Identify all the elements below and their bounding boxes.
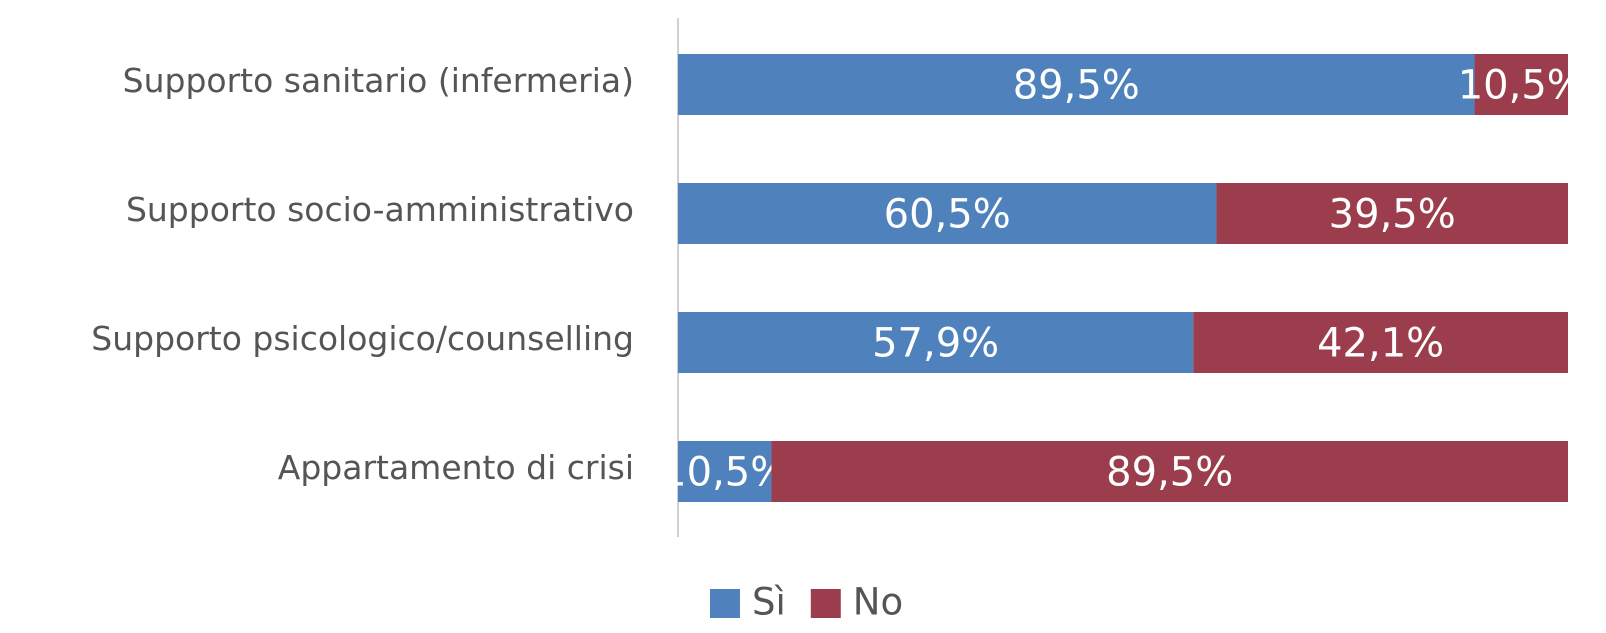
category-label: Supporto socio-amministrativo (126, 190, 634, 229)
category-label: Appartamento di crisi (278, 448, 634, 487)
category-label: Supporto psicologico/counselling (91, 319, 634, 358)
value-label: 10,5% (1458, 63, 1585, 109)
bar-segment (678, 54, 1475, 115)
legend-label: Sì (752, 581, 786, 624)
legend-swatch (810, 589, 841, 618)
bar-segment (678, 441, 772, 502)
value-label: 60,5% (884, 192, 1011, 238)
value-label: 39,5% (1329, 192, 1456, 238)
bar-segment (1216, 183, 1568, 244)
value-label: 42,1% (1317, 321, 1444, 367)
bar-segment (771, 441, 1568, 502)
category-label: Supporto sanitario (infermeria) (123, 61, 634, 100)
legend-label: No (853, 581, 903, 624)
bar-segment (678, 183, 1217, 244)
legend-swatch (710, 589, 740, 618)
value-label: 89,5% (1013, 63, 1140, 109)
bar-segment (1474, 54, 1568, 115)
bar-segment (1193, 312, 1568, 373)
value-label: 57,9% (872, 321, 999, 367)
value-label: 89,5% (1106, 450, 1233, 496)
bar-segment (678, 312, 1194, 373)
value-label: 10,5% (661, 450, 788, 496)
